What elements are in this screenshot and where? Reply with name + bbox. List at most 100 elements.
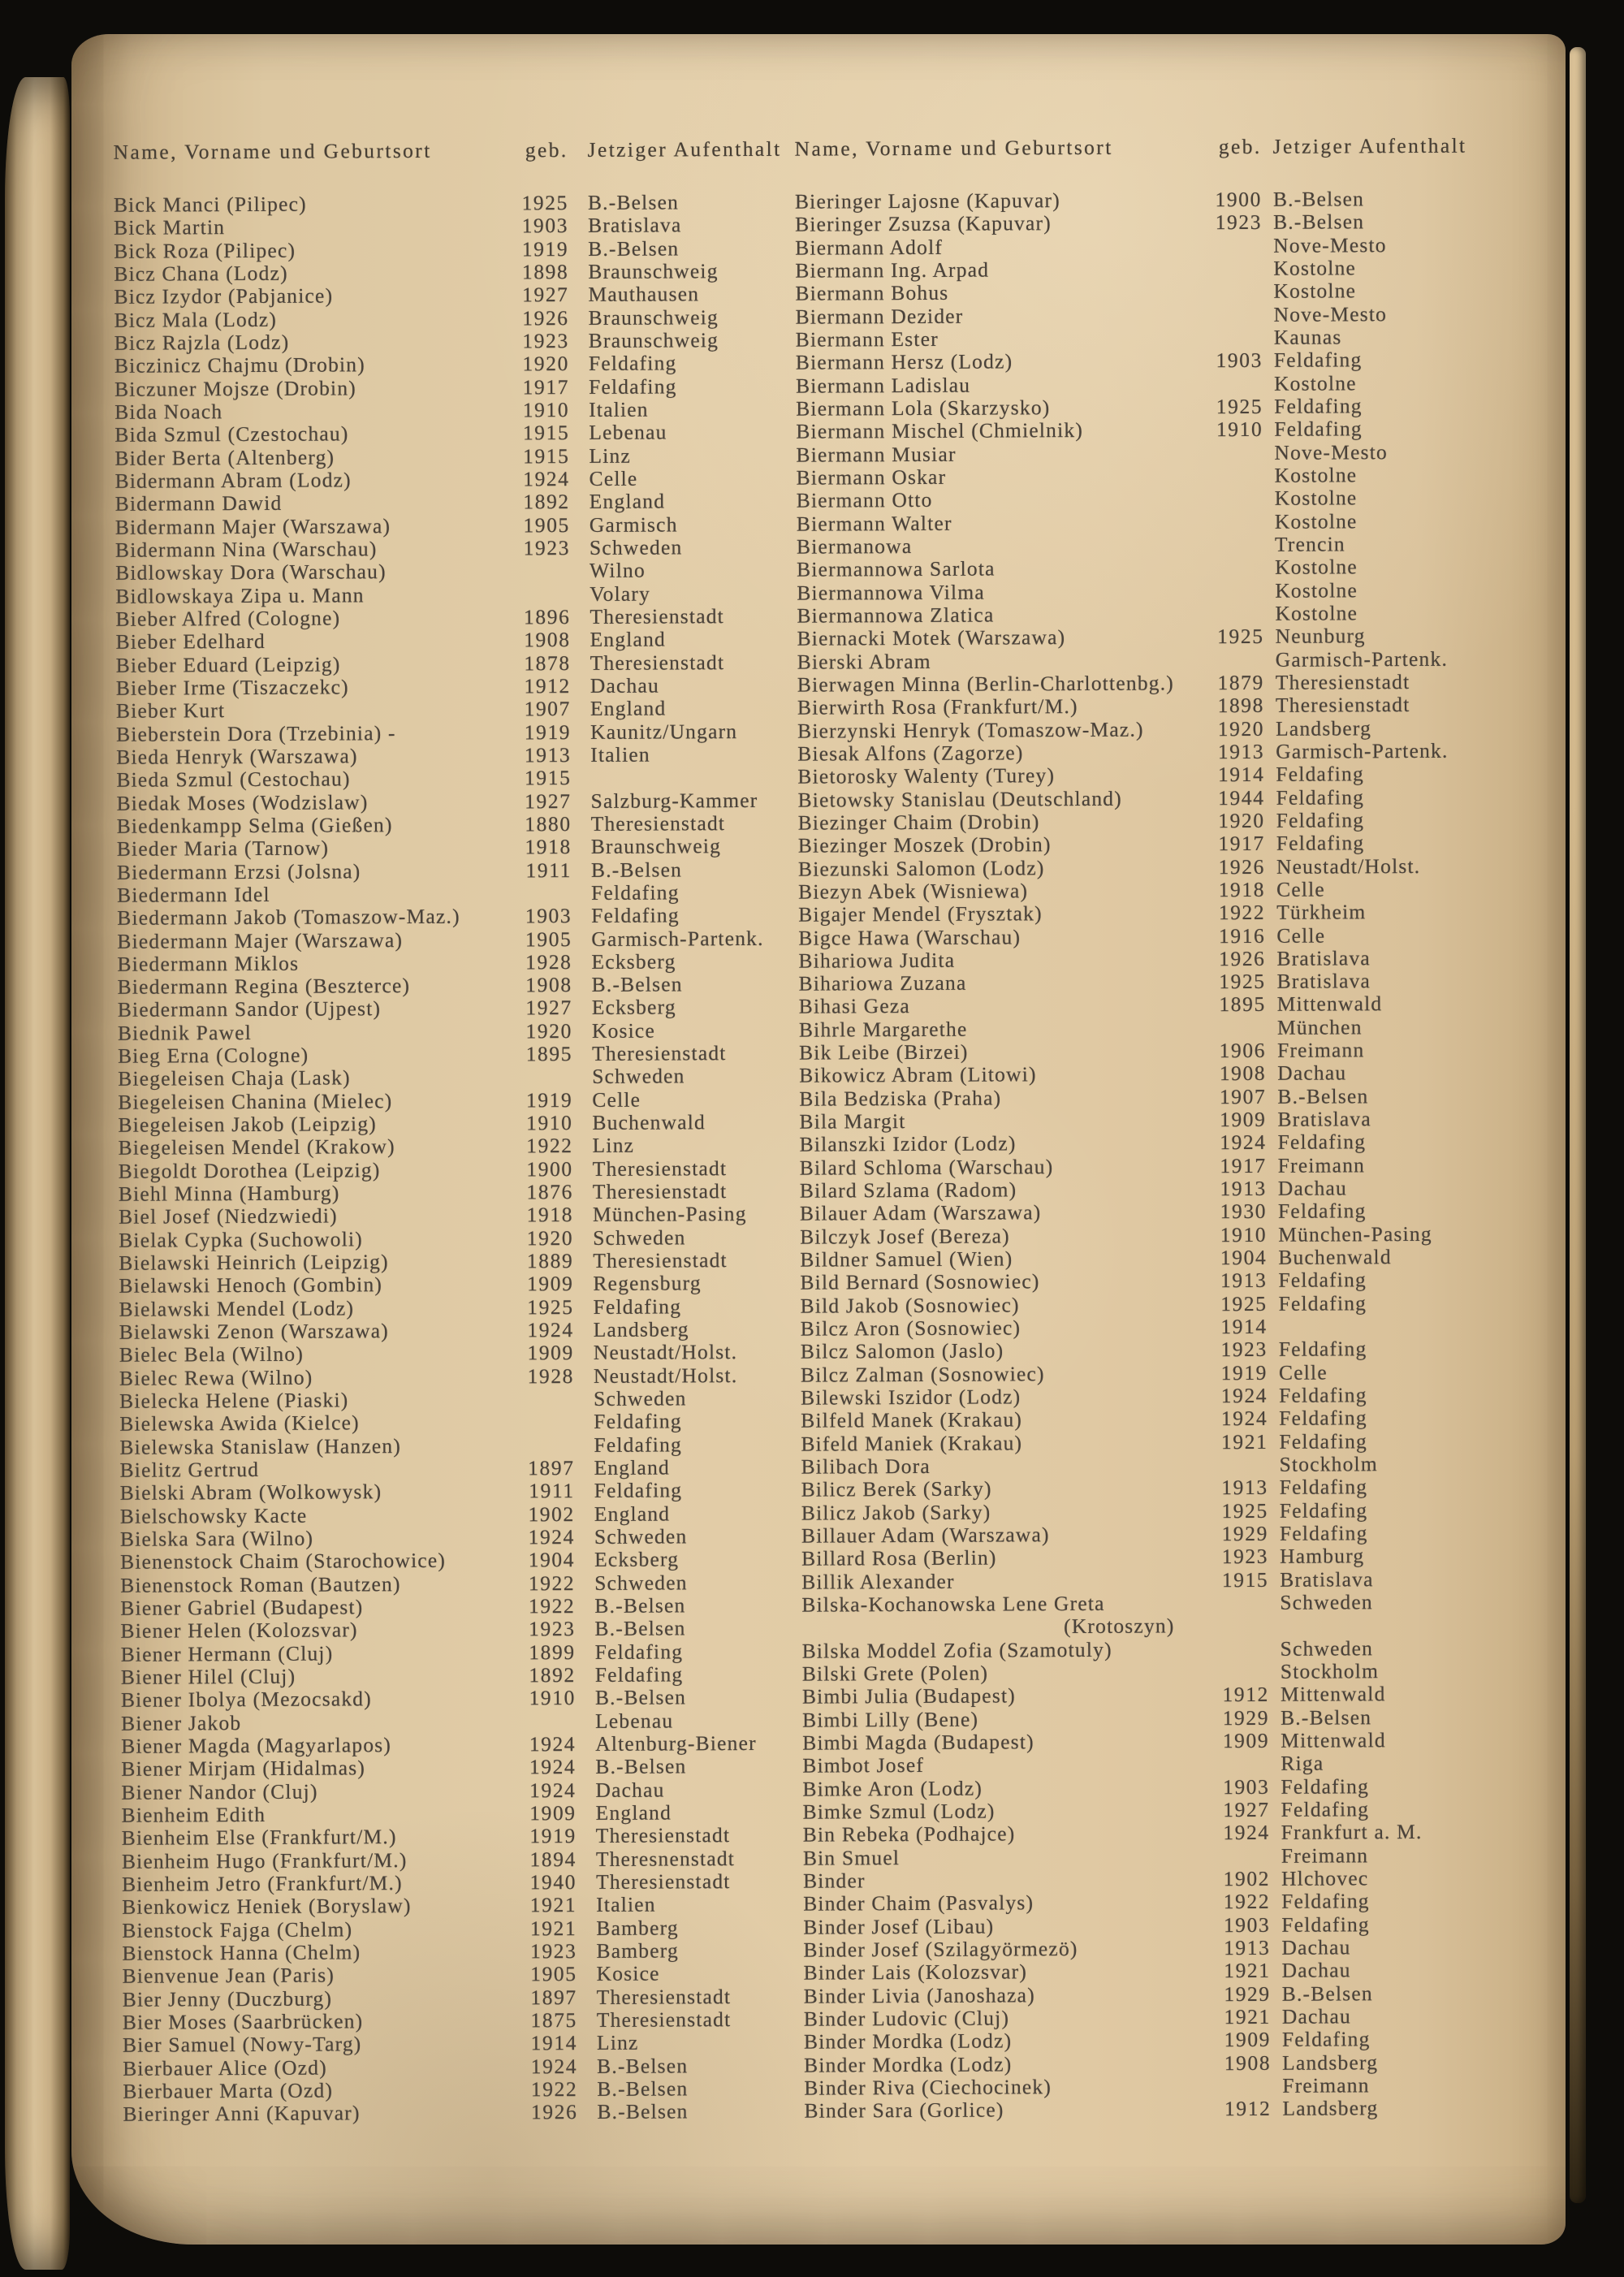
residence: Italien	[589, 397, 649, 421]
birth-year: 1903	[525, 904, 572, 928]
residence: Nove-Mesto	[1274, 439, 1388, 464]
birth-year: 1925	[1220, 1291, 1268, 1316]
birth-year	[1189, 235, 1262, 258]
registry-row: Bieringer Lajosne (Kapuvar) 1900 B.-Belsen	[795, 187, 1526, 214]
registry-row: Bierski Abram Garmisch-Partenk.	[797, 646, 1528, 674]
residence: Nove-Mesto	[1273, 232, 1387, 257]
registry-row: Bilicz Jakob (Sarky) 1925 Feldafing	[801, 1498, 1532, 1525]
birth-year: 1897	[530, 1985, 577, 2009]
residence: Braunschweig	[588, 305, 719, 330]
registry-column-right: Name, Vorname und Geburtsort geb. Jetzig…	[795, 134, 1535, 2123]
person-name: Biermann Musiar	[796, 442, 957, 467]
residence: Ecksberg	[594, 1547, 680, 1572]
person-name: Bienenstock Chaim (Starochowice)	[120, 1549, 447, 1575]
registry-row: Bilcz Aron (Sosnowiec) 1914	[801, 1314, 1531, 1341]
birth-year: 1905	[525, 927, 572, 951]
residence: Dachau	[590, 673, 659, 698]
registry-row: Bilewski Iszidor (Lodz) 1924 Feldafing	[801, 1383, 1531, 1410]
birth-year: 1909	[1219, 1107, 1267, 1132]
residence: München	[1276, 1015, 1363, 1039]
residence: Frankfurt a. M.	[1281, 1820, 1423, 1845]
birth-year	[1189, 280, 1262, 304]
birth-year: 1913	[524, 742, 572, 767]
registry-row: Biezyn Abek (Wisniewa) 1918 Celle	[798, 877, 1529, 904]
registry-row: Bild Bernard (Sosnowiec) 1913 Feldafing	[800, 1268, 1531, 1295]
person-name: Biermann Ester	[795, 326, 939, 352]
residence: Buchenwald	[1278, 1245, 1392, 1269]
person-name: Bierski Abram	[797, 649, 931, 674]
person-name: Bimke Szmul (Lodz)	[802, 1799, 996, 1824]
person-name: Bieringer Lajosne (Kapuvar)	[794, 188, 1060, 214]
birth-year: 1920	[1217, 716, 1265, 741]
registry-row: Binder Josef (Libau) 1903 Feldafing	[803, 1912, 1534, 1939]
registry-row: Biermann Oskar Kostolne	[797, 463, 1527, 490]
registry-row: Biedermann Idel Feldafing	[117, 880, 804, 906]
registry-row: Biermannowa Vilma Kostolne	[797, 578, 1527, 605]
registry-row: Billard Rosa (Berlin) 1923 Hamburg	[801, 1545, 1532, 1571]
person-name: Biermann Hersz (Lodz)	[795, 349, 1013, 374]
residence: Braunschweig	[588, 259, 719, 283]
registry-row: Bifeld Maniek (Krakau) 1921 Feldafing	[801, 1429, 1531, 1456]
residence: B.-Belsen	[594, 1593, 686, 1618]
birth-year: 1914	[1220, 1314, 1268, 1339]
registry-row: Binder Livia (Janoshaza) 1929 B.-Belsen	[804, 1981, 1535, 2008]
person-name: Biermann Lola (Skarzysko)	[796, 395, 1051, 421]
birth-year: 1904	[1220, 1245, 1268, 1270]
birth-year: 1905	[530, 1962, 577, 1986]
birth-year: 1919	[529, 1824, 577, 1848]
birth-year: 1927	[525, 996, 572, 1020]
registry-row: Biedermann Regina (Beszterce) 1908 B.-Bels…	[118, 973, 805, 999]
birth-year: 1922	[1223, 1890, 1271, 1914]
birth-year	[1196, 1661, 1269, 1684]
residence: Freimann	[1277, 1153, 1366, 1177]
person-name: Bimbi Magda (Budapest)	[802, 1730, 1034, 1755]
person-name: Bieber Alfred (Cologne)	[115, 606, 341, 631]
person-name: Bicz Chana (Lodz)	[114, 261, 288, 286]
birth-year: 1910	[525, 1111, 573, 1135]
registry-row: Bilibach Dora Stockholm	[801, 1452, 1531, 1479]
person-name: Bimbi Julia (Budapest)	[801, 1683, 1016, 1709]
birth-year: 1917	[1220, 1153, 1267, 1177]
birth-year: 1876	[526, 1180, 573, 1204]
birth-year: 1925	[1217, 624, 1264, 649]
registry-row: Binder Sara (Gorlice) 1912 Landsberg	[804, 2096, 1535, 2123]
person-name: Biedermann Miklos	[117, 951, 300, 976]
residence: Feldafing	[1279, 1521, 1368, 1545]
birth-year	[1194, 1454, 1268, 1477]
person-name: Bida Noach	[114, 400, 223, 424]
birth-year: 1908	[525, 973, 572, 997]
registry-row: Bierwagen Minna (Berlin-Charlottenbg.) 18…	[797, 670, 1528, 697]
residence: B.-Belsen	[1280, 1705, 1372, 1730]
registry-row: Bin Rebeka (Podhajce) 1924 Frankfurt a. M.	[802, 1820, 1534, 1847]
birth-year: 1903	[1223, 1912, 1271, 1937]
birth-year: 1895	[525, 1042, 573, 1066]
residence: Dachau	[1281, 2004, 1352, 2029]
registry-row: Bierbauer Alice (Ozd) 1924 B.-Belsen	[123, 2054, 810, 2080]
registry-row: Bielska Sara (Wilno) 1924 Schweden	[120, 1524, 807, 1551]
birth-year: 1910	[522, 397, 570, 422]
birth-year	[1195, 1592, 1268, 1615]
page-content: Name, Vorname und Geburtsort geb. Jetzig…	[66, 28, 1570, 2246]
birth-year: 1899	[529, 1640, 576, 1664]
residence: München-Pasing	[1278, 1221, 1432, 1247]
person-name: Bin Rebeka (Podhajce)	[802, 1821, 1016, 1847]
residence: Lebenau	[589, 420, 667, 445]
residence: Regensburg	[593, 1271, 702, 1296]
registry-row: Bielitz Gertrud 1897 England	[119, 1456, 806, 1482]
registry-row: Bick Martin 1903 Bratislava	[114, 214, 801, 240]
residence: Kostolne	[1274, 463, 1358, 487]
person-name: Bik Leibe (Birzei)	[798, 1039, 969, 1065]
residence: Italien	[596, 1892, 656, 1917]
registry-row: Biermann Lola (Skarzysko) 1925 Feldafing	[796, 394, 1527, 421]
registry-row: Biermann Walter Kostolne	[797, 509, 1527, 536]
registry-row: Bin Smuel Freimann	[803, 1843, 1534, 1870]
registry-row: Bida Szmul (Czestochau) 1915 Lebenau	[114, 421, 801, 447]
person-name: Bihasi Geza	[798, 994, 910, 1019]
residence: Theresienstadt	[592, 1179, 728, 1204]
birth-year: 1925	[1221, 1498, 1268, 1523]
person-name: Bienenstock Roman (Bautzen)	[120, 1571, 401, 1597]
person-name: Bider Berta (Altenberg)	[114, 445, 335, 470]
birth-year: 1923	[1215, 210, 1263, 235]
person-name: Bielecka Helene (Piaski)	[119, 1388, 349, 1413]
residence: B.-Belsen	[597, 2099, 689, 2124]
